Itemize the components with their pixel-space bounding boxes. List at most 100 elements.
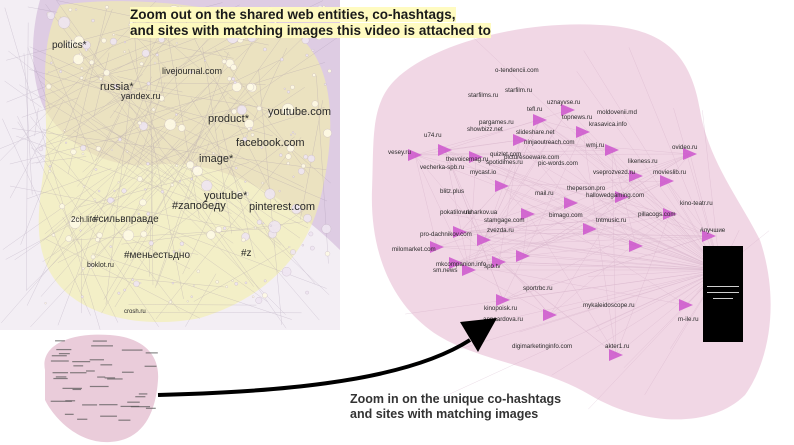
overview-node <box>146 162 150 166</box>
zoom-node-label: slideshare.net <box>516 129 555 136</box>
zoom-node-label: starfilms.ru <box>468 92 499 99</box>
overview-label: politics* <box>52 40 87 51</box>
overview-node <box>63 129 66 132</box>
zoom-node-label: #лучшие <box>700 227 726 234</box>
zoom-node-label: bimago.com <box>549 212 583 219</box>
zoom-node-triangle-icon <box>495 180 509 192</box>
bottom-annotation-line-1: Zoom in on the unique co-hashtags <box>350 392 562 406</box>
overview-node <box>324 251 331 257</box>
top-annotation-line-2: and sites with matching images this vide… <box>130 23 491 38</box>
overview-node <box>66 39 76 49</box>
overview-node <box>260 146 263 149</box>
overview-node <box>50 61 53 64</box>
tiny-label <box>70 372 87 374</box>
overview-node <box>70 148 77 155</box>
overview-node <box>255 297 263 304</box>
overview-label: crosh.ru <box>124 309 146 315</box>
tiny-label <box>144 365 157 367</box>
overview-label: image* <box>199 153 234 165</box>
yellow-cluster <box>38 1 331 323</box>
overview-label: #z <box>241 248 252 259</box>
zoom-node-triangle-icon <box>516 250 530 262</box>
tiny-label <box>138 393 148 395</box>
overview-node <box>99 77 103 81</box>
overview-node <box>175 42 178 45</box>
tiny-label <box>55 376 67 378</box>
zoom-node-triangle-icon <box>408 149 422 161</box>
overview-network: politics* russia* livejournal.com yandex.ru… <box>0 0 341 330</box>
overview-node <box>170 183 174 187</box>
overview-node <box>80 145 87 151</box>
overview-node <box>254 226 257 229</box>
overview-node <box>94 168 98 171</box>
overview-node <box>215 226 223 233</box>
zoom-node-label: pargames.ru <box>479 119 514 126</box>
overview-node <box>141 49 150 58</box>
overview-node <box>95 146 102 152</box>
overview-node <box>323 128 332 138</box>
overview-node <box>189 70 193 74</box>
zoom-node-triangle-icon <box>660 175 674 187</box>
tiny-label <box>100 364 113 366</box>
overview-node <box>281 267 292 277</box>
zoom-node-triangle-icon <box>449 257 463 269</box>
overview-node <box>324 83 327 86</box>
zoom-node-label: showbizz.net <box>467 126 503 133</box>
overview-node <box>81 152 85 156</box>
tiny-label <box>73 365 84 367</box>
overview-node <box>113 84 119 89</box>
overview-node <box>139 198 147 206</box>
overview-node <box>88 263 94 269</box>
tiny-label <box>77 418 88 420</box>
overview-node <box>190 177 193 181</box>
overview-node <box>231 279 234 282</box>
overview-node <box>303 154 308 160</box>
tiny-label <box>64 413 74 415</box>
overview-node <box>97 189 101 193</box>
overview-node <box>158 95 165 102</box>
overview-node <box>251 295 255 298</box>
small-pink-cluster <box>44 334 159 443</box>
overview-label: #zaпобеду <box>172 200 226 212</box>
bottom-annotation-line-2: and sites with matching images <box>350 407 539 421</box>
overview-node <box>185 252 190 257</box>
overview-node <box>84 48 88 52</box>
zoom-node-triangle-icon <box>583 223 597 235</box>
overview-node <box>81 267 85 270</box>
overview-node <box>291 204 302 214</box>
overview-node <box>144 188 147 191</box>
overview-node <box>311 48 315 52</box>
overview-node <box>234 282 239 286</box>
zoom-node-triangle-icon <box>438 144 452 156</box>
overview-node <box>308 231 314 237</box>
overview-node <box>59 70 63 73</box>
tiny-label <box>127 401 140 403</box>
overview-node <box>222 226 227 230</box>
overview-node <box>281 103 295 116</box>
overview-node <box>301 163 306 169</box>
overview-node <box>178 248 181 251</box>
zoom-node-triangle-icon <box>609 349 623 361</box>
zoom-node-label: vesey.ru <box>388 149 411 156</box>
overview-node <box>285 153 292 160</box>
tiny-label <box>55 340 65 342</box>
zoom-node-label: quizlet.com <box>490 151 521 158</box>
overview-node <box>279 153 283 157</box>
overview-node <box>69 217 81 229</box>
zoom-node-label: o-tendencii.com <box>495 67 539 74</box>
zoom-node-label: movieslib.ru <box>653 169 687 176</box>
overview-node <box>103 69 110 77</box>
overview-node <box>231 82 242 92</box>
zoom-node-label: mykaleidoscope.ru <box>583 302 635 309</box>
overview-node <box>290 133 292 136</box>
overview-node <box>268 220 281 234</box>
zoom-node-triangle-icon <box>576 126 590 138</box>
overview-node <box>283 87 286 90</box>
overview-node <box>311 100 319 108</box>
tiny-label <box>135 396 146 398</box>
overview-node <box>79 52 82 56</box>
overview-node <box>73 35 84 46</box>
zoom-node-triangle-icon <box>564 197 578 209</box>
overview-node <box>137 176 143 182</box>
